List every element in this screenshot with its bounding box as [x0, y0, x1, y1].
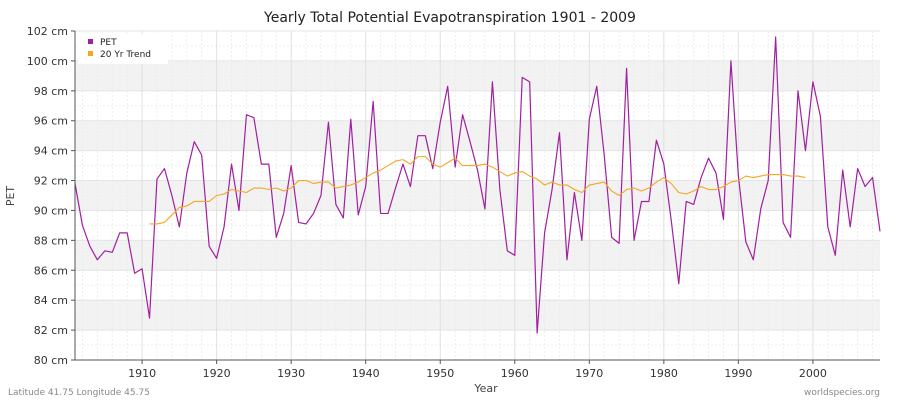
axes [74, 31, 880, 361]
x-tick-label: 1940 [352, 367, 380, 380]
y-tick-label: 100 cm [27, 55, 68, 68]
chart-title: Yearly Total Potential Evapotranspiratio… [263, 10, 636, 26]
y-tick-label: 94 cm [34, 145, 68, 158]
pet-line [74, 36, 881, 334]
legend-label-pet: PET [100, 38, 117, 48]
x-tick-label: 1960 [501, 367, 529, 380]
x-axis-ticks: 1910 1920 1930 1940 1950 1960 1970 1980 1990 2000 [128, 360, 827, 380]
y-tick-label: 98 cm [34, 85, 68, 98]
y-tick-label: 84 cm [34, 294, 68, 307]
y-tick-label: 102 cm [27, 25, 68, 38]
x-tick-label: 1990 [724, 367, 752, 380]
x-tick-label: 1980 [650, 367, 678, 380]
legend-label-trend: 20 Yr Trend [100, 50, 151, 60]
y-tick-label: 90 cm [34, 204, 68, 217]
plot-band [75, 180, 880, 211]
legend-swatch-pet [88, 39, 93, 44]
y-tick-label: 96 cm [34, 115, 68, 128]
trend-line [149, 156, 806, 225]
y-tick-label: 80 cm [34, 354, 68, 367]
y-tick-label: 86 cm [34, 264, 68, 277]
y-axis-ticks: 80 cm 82 cm 84 cm 86 cm 88 cm 90 cm 92 cm 94 cm… [27, 25, 75, 367]
grid-lines [75, 30, 880, 361]
footer-location: Latitude 41.75 Longitude 45.75 [8, 388, 150, 398]
plot-band [75, 300, 880, 331]
y-tick-label: 92 cm [34, 175, 68, 188]
x-tick-label: 1910 [128, 367, 156, 380]
footer-source: worldspecies.org [804, 388, 880, 398]
y-tick-label: 82 cm [34, 324, 68, 337]
plot-band [75, 120, 880, 151]
series-layer [74, 36, 881, 334]
x-tick-label: 1970 [575, 367, 603, 380]
legend-swatch-trend [88, 51, 93, 56]
x-tick-label: 1920 [203, 367, 231, 380]
x-tick-label: 1930 [277, 367, 305, 380]
x-axis-label: Year [473, 382, 498, 395]
legend: PET 20 Yr Trend [78, 34, 168, 64]
y-tick-label: 88 cm [34, 234, 68, 247]
x-tick-label: 2000 [799, 367, 827, 380]
plot-bands [75, 60, 880, 331]
x-tick-label: 1950 [426, 367, 454, 380]
plot-band [75, 60, 880, 91]
y-axis-label: PET [4, 186, 17, 207]
